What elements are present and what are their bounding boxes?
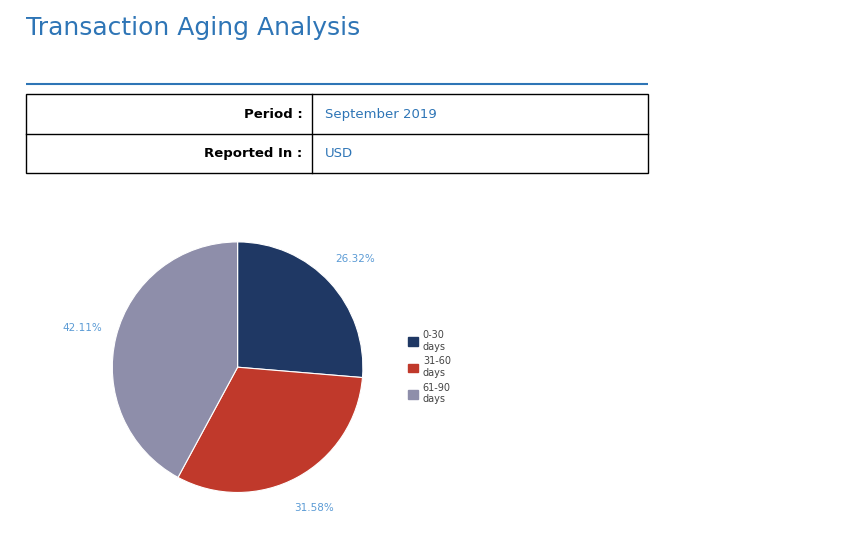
Text: Reported In :: Reported In : — [205, 147, 302, 160]
Wedge shape — [178, 367, 363, 492]
Text: 31.58%: 31.58% — [294, 503, 334, 513]
Legend: 0-30
days, 31-60
days, 61-90
days: 0-30 days, 31-60 days, 61-90 days — [405, 327, 454, 407]
Text: USD: USD — [325, 147, 353, 160]
Text: September 2019: September 2019 — [325, 107, 436, 120]
Text: Period :: Period : — [244, 107, 302, 120]
FancyBboxPatch shape — [26, 94, 648, 173]
Wedge shape — [238, 242, 363, 377]
Text: 42.11%: 42.11% — [62, 323, 102, 333]
Text: Transaction Aging Analysis: Transaction Aging Analysis — [26, 16, 360, 40]
Text: 26.32%: 26.32% — [336, 254, 376, 264]
Wedge shape — [112, 242, 238, 477]
